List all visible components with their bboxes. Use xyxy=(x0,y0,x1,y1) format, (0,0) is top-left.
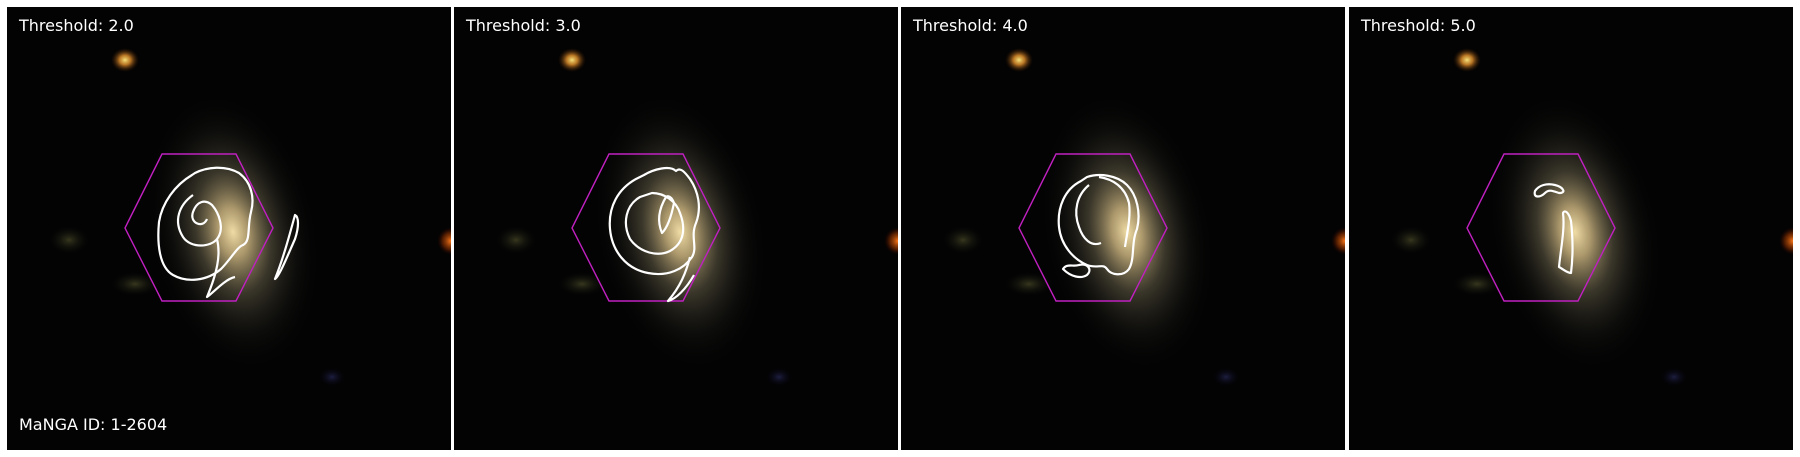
image-panel-threshold-5: Threshold: 5.0 xyxy=(1349,7,1793,450)
ifu-hexagon xyxy=(571,153,721,302)
image-panel-threshold-4: Threshold: 4.0 xyxy=(901,7,1345,450)
foreground-star xyxy=(558,48,586,72)
contours xyxy=(608,166,700,303)
threshold-label: Threshold: 4.0 xyxy=(913,16,1028,35)
ifu-hexagon xyxy=(1018,153,1168,302)
foreground-star xyxy=(1453,48,1481,72)
foreground-star xyxy=(111,48,139,72)
image-panel-threshold-2: Threshold: 2.0 MaNGA ID: 1-2604 xyxy=(7,7,451,450)
threshold-label: Threshold: 5.0 xyxy=(1361,16,1476,35)
threshold-label: Threshold: 3.0 xyxy=(466,16,581,35)
galaxy-image xyxy=(901,7,1345,450)
manga-id-label: MaNGA ID: 1-2604 xyxy=(19,415,168,434)
galaxy-image xyxy=(7,7,451,450)
image-panel-threshold-3: Threshold: 3.0 xyxy=(454,7,898,450)
contours xyxy=(1533,183,1574,275)
edge-star xyxy=(1331,227,1345,255)
threshold-label: Threshold: 2.0 xyxy=(19,16,134,35)
ifu-hexagon xyxy=(1466,153,1616,302)
edge-star xyxy=(1779,227,1793,255)
galaxy xyxy=(594,95,766,369)
ifu-hexagon xyxy=(124,153,274,302)
galaxy-image xyxy=(454,7,898,450)
galaxy xyxy=(147,95,319,369)
edge-star xyxy=(437,227,451,255)
galaxy-image xyxy=(1349,7,1793,450)
edge-star xyxy=(884,227,898,255)
contours xyxy=(1057,174,1140,279)
galaxy xyxy=(1489,95,1661,369)
contours xyxy=(157,166,300,299)
foreground-star xyxy=(1005,48,1033,72)
